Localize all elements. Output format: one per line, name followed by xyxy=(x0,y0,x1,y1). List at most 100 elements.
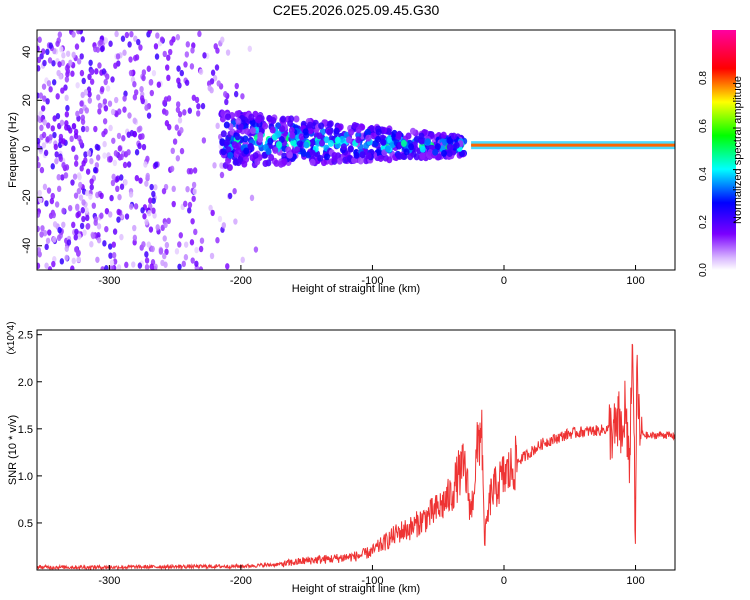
spectrogram-signal-blob xyxy=(353,151,360,159)
spectrogram-noise-blob xyxy=(116,132,122,140)
spectrogram-noise-blob xyxy=(103,105,109,112)
spectrogram-noise-blob xyxy=(52,131,57,139)
spectrogram-noise-blob xyxy=(61,52,66,59)
spectrogram-noise-blob xyxy=(198,245,204,253)
spectrogram-noise-blob xyxy=(64,164,70,171)
spectrogram-noise-blob xyxy=(42,229,48,237)
spectrogram-signal-blob xyxy=(323,136,330,144)
spectrogram-x-label: Height of straight line (km) xyxy=(292,283,420,295)
spectrogram-signal-blob xyxy=(446,143,453,151)
spectrogram-noise-blob xyxy=(51,260,56,268)
spectrogram-noise-blob xyxy=(53,143,59,151)
spectrogram-noise-blob xyxy=(151,69,157,77)
spectrogram-noise-blob xyxy=(187,207,192,214)
spectrogram-noise-blob xyxy=(115,175,120,182)
spectrogram-noise-blob xyxy=(192,188,197,195)
spectrogram-noise-blob xyxy=(88,59,93,66)
spectrogram-signal-blob xyxy=(318,122,325,130)
spectrogram-noise-blob xyxy=(63,172,69,179)
spectrogram-noise-blob xyxy=(91,202,96,209)
spectrogram-signal-blob xyxy=(317,154,324,162)
spectrogram-signal-blob xyxy=(309,149,316,157)
spectrogram-noise-blob xyxy=(166,217,171,225)
spectrogram-noise-blob xyxy=(56,185,62,193)
spectrogram-noise-blob xyxy=(166,95,172,102)
spectrogram-signal-blob xyxy=(377,154,384,162)
spectrogram-noise-blob xyxy=(39,124,44,132)
spectrogram-noise-blob xyxy=(81,77,86,85)
spectrogram-noise-blob xyxy=(37,155,40,163)
spectrogram-signal-blob xyxy=(225,157,232,165)
spectrogram-signal-blob xyxy=(294,146,301,154)
spectrogram-noise-blob xyxy=(109,259,115,266)
spectrogram-noise-blob xyxy=(54,157,59,165)
spectrogram-noise-blob xyxy=(111,251,117,259)
spectrogram-noise-blob xyxy=(198,266,204,270)
y-tick-label: 1.0 xyxy=(18,471,33,483)
spectrogram-noise-blob xyxy=(227,192,233,200)
spectrogram-noise-blob xyxy=(199,237,205,244)
spectrogram-noise-blob xyxy=(73,160,79,167)
spectrogram-noise-blob xyxy=(57,61,62,68)
spectrogram-noise-blob xyxy=(214,64,220,71)
spectrogram-noise-blob xyxy=(178,232,183,239)
spectrogram-noise-blob xyxy=(108,124,113,132)
spectrogram-noise-blob xyxy=(122,95,127,102)
spectrogram-signal-blob xyxy=(275,141,282,149)
spectrogram-signal-blob xyxy=(265,148,272,156)
spectrogram-noise-blob xyxy=(112,159,118,167)
spectrogram-noise-blob xyxy=(37,115,41,122)
spectrogram-noise-blob xyxy=(137,262,143,269)
spectrogram-noise-blob xyxy=(137,142,142,150)
spectrogram-noise-blob xyxy=(183,241,189,248)
spectrogram-noise-blob xyxy=(232,187,237,195)
spectrogram-noise-blob xyxy=(74,154,79,161)
snr-y-label: SNR (10 * v/v) xyxy=(7,415,19,485)
spectrogram-noise-blob xyxy=(177,82,182,89)
spectrogram-noise-blob xyxy=(133,89,139,96)
spectrogram-signal-blob xyxy=(336,157,343,165)
spectrogram-noise-blob xyxy=(149,89,155,97)
spectrogram-noise-blob xyxy=(140,133,145,140)
spectrogram-signal-blob xyxy=(261,151,268,159)
spectrogram-noise-blob xyxy=(208,204,213,212)
spectrogram-noise-blob xyxy=(68,127,73,134)
spectrogram-noise-blob xyxy=(183,200,188,208)
spectrogram-noise-blob xyxy=(215,47,220,54)
spectrogram-signal-blob xyxy=(395,131,402,139)
spectrogram-noise-blob xyxy=(146,65,152,72)
spectrogram-noise-blob xyxy=(84,207,89,214)
spectrogram-signal-blob xyxy=(326,128,333,136)
spectrogram-noise-blob xyxy=(122,106,127,113)
spectrogram-noise-blob xyxy=(136,126,142,133)
spectrogram-noise-blob xyxy=(151,207,156,214)
spectrogram-signal-blob xyxy=(413,135,420,143)
spectrogram-noise-blob xyxy=(64,94,69,102)
spectrogram-noise-blob xyxy=(127,41,132,48)
spectrogram-noise-blob xyxy=(89,241,94,248)
spectrogram-noise-blob xyxy=(68,59,73,67)
spectrogram-noise-blob xyxy=(116,208,121,216)
spectrogram-noise-blob xyxy=(168,48,173,56)
x-tick-label: 100 xyxy=(626,575,644,587)
spectrogram-noise-blob xyxy=(153,43,159,50)
spectrogram-noise-blob xyxy=(114,110,119,118)
spectrogram-noise-blob xyxy=(210,69,216,76)
spectrogram-noise-blob xyxy=(136,38,141,46)
spectrogram-noise-blob xyxy=(148,197,153,204)
spectrogram-noise-blob xyxy=(146,112,152,119)
spectrogram-noise-blob xyxy=(126,149,131,156)
spectrogram-noise-blob xyxy=(52,115,57,122)
spectrogram-signal-blob xyxy=(333,127,340,135)
spectrogram-signal-blob xyxy=(355,126,362,134)
spectrogram-noise-blob xyxy=(61,138,66,145)
spectrogram-noise-blob xyxy=(115,53,121,60)
spectrogram-noise-blob xyxy=(76,256,81,263)
spectrogram-noise-blob xyxy=(189,63,195,70)
spectrogram-noise-blob xyxy=(97,102,103,110)
spectrogram-noise-blob xyxy=(73,234,78,241)
spectrogram-noise-blob xyxy=(44,262,49,269)
y-tick-label: 2.0 xyxy=(18,377,33,389)
spectrogram-noise-blob xyxy=(115,185,120,193)
